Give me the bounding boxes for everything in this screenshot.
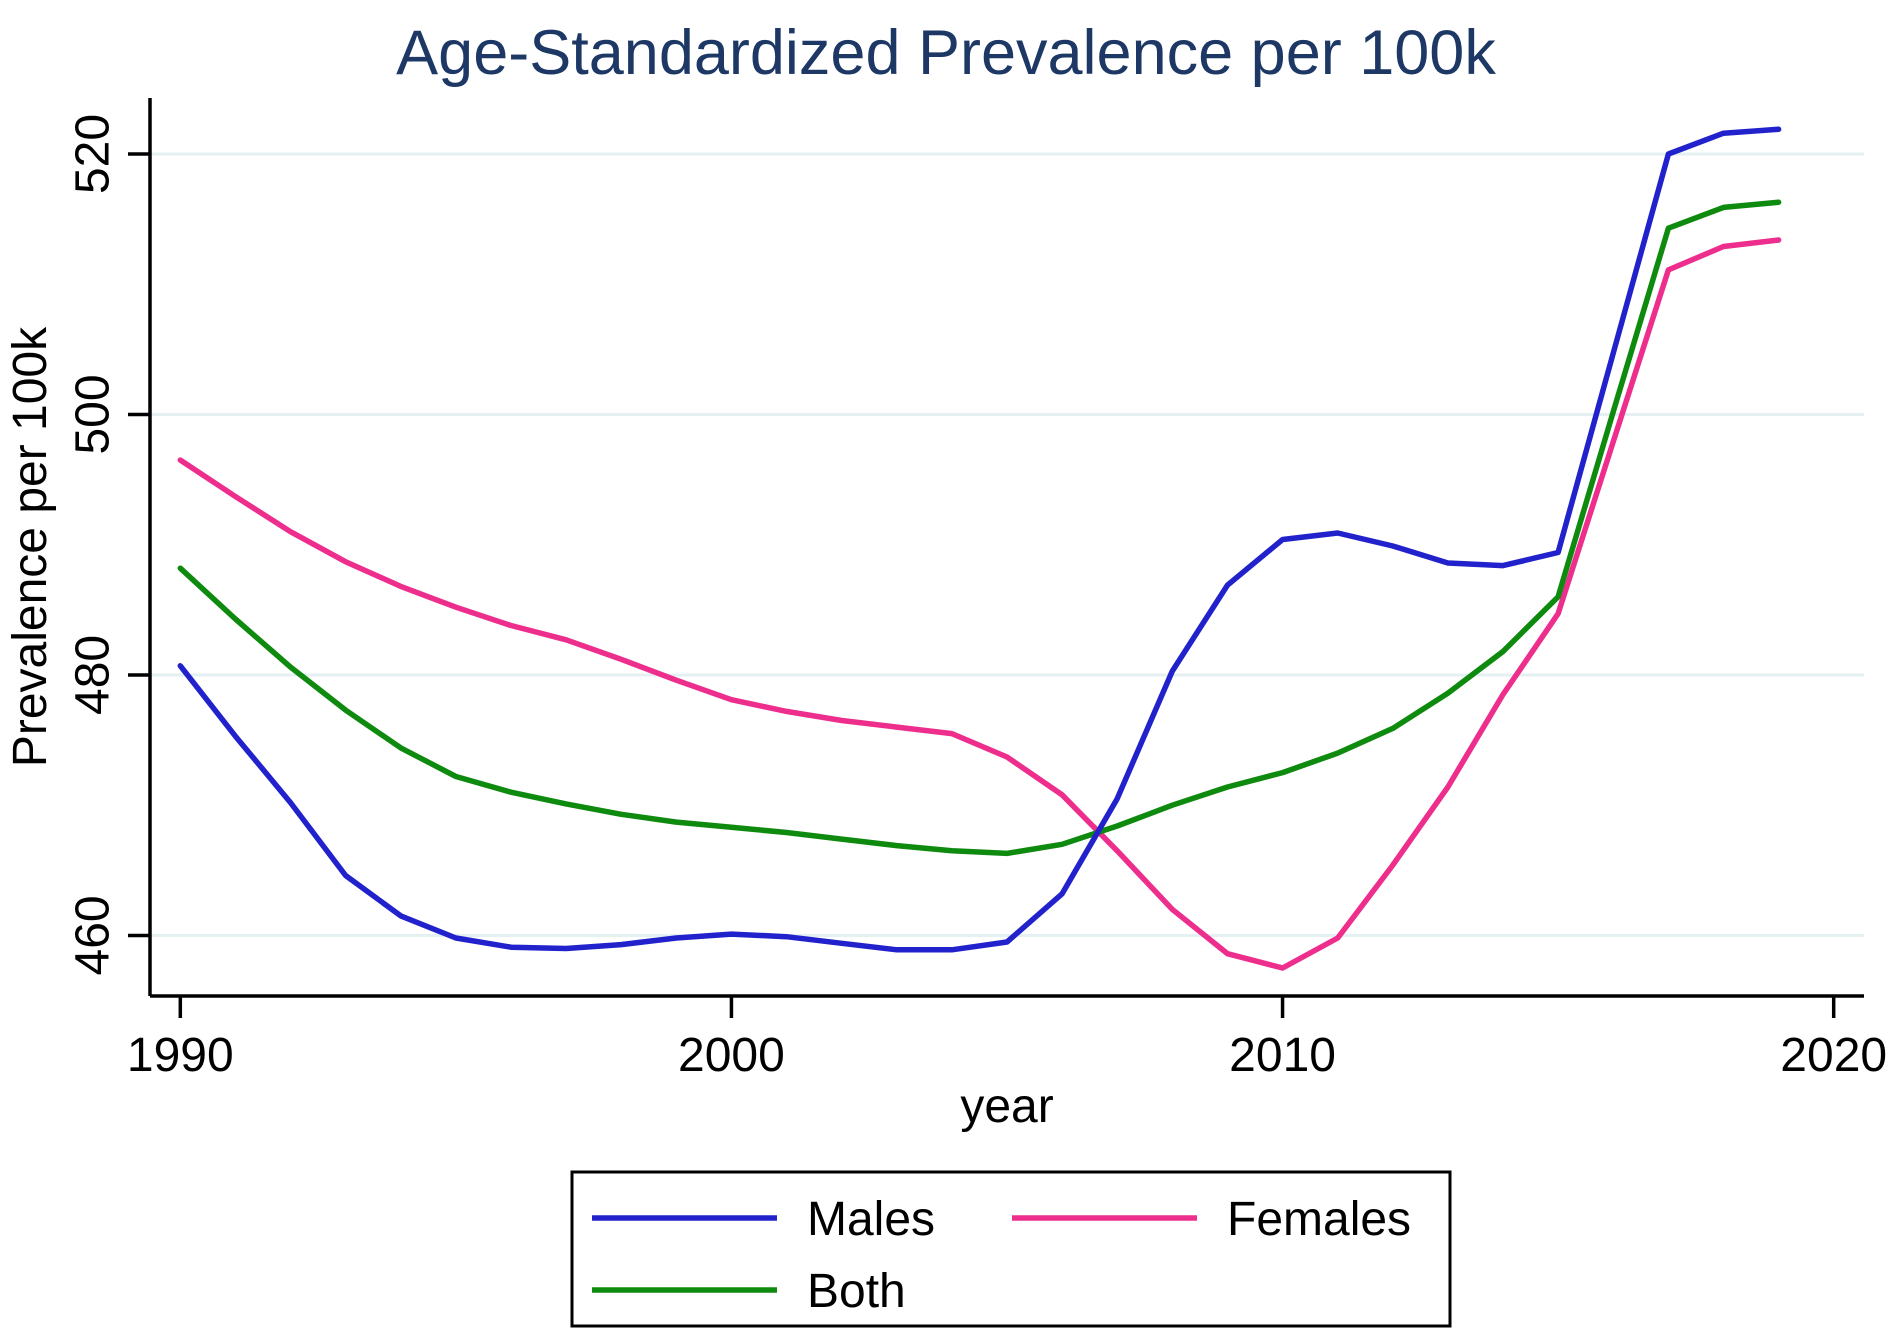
series-line-females: [177, 237, 1782, 971]
x-tick-label-2000: 2000: [678, 1029, 785, 1082]
series-line-both: [177, 199, 1782, 857]
series-line-males: [177, 126, 1782, 953]
legend-label-both: Both: [807, 1265, 906, 1318]
x-tick-label-2020: 2020: [1780, 1029, 1887, 1082]
y-axis-title: Prevalence per 100k: [4, 326, 57, 767]
legend-box: [570, 1170, 1452, 1328]
plot-area: 460 480 500 520 1990 2000 2010 2020: [67, 98, 1887, 1082]
y-tick-label-520: 520: [67, 114, 120, 194]
y-tick-label-500: 500: [67, 374, 120, 454]
x-tick-label-2010: 2010: [1229, 1029, 1336, 1082]
legend: Males Females Both: [570, 1170, 1452, 1328]
legend-label-males: Males: [807, 1193, 935, 1246]
x-axis-title: year: [960, 1080, 1053, 1133]
legend-label-females: Females: [1227, 1193, 1411, 1246]
chart-title: Age-Standardized Prevalence per 100k: [396, 18, 1496, 88]
y-tick-label-460: 460: [67, 895, 120, 975]
y-tick-label-480: 480: [67, 635, 120, 715]
x-tick-label-1990: 1990: [127, 1029, 234, 1082]
